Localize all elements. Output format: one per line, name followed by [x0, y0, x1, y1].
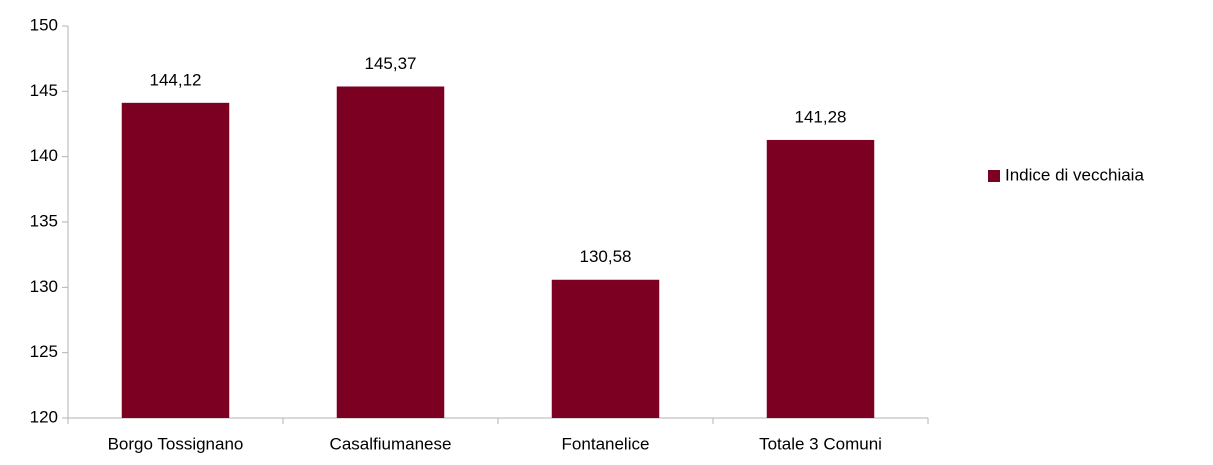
- value-label: 145,37: [365, 54, 417, 73]
- y-tick-label: 135: [30, 211, 58, 230]
- y-tick-label: 145: [30, 81, 58, 100]
- legend-swatch: [988, 170, 1000, 182]
- x-tick-label: Borgo Tossignano: [108, 434, 244, 453]
- value-label: 141,28: [795, 107, 847, 126]
- y-tick-label: 150: [30, 15, 58, 34]
- bar: [766, 139, 875, 418]
- bar: [336, 86, 445, 419]
- bar: [551, 279, 660, 418]
- x-tick-label: Fontanelice: [562, 434, 650, 453]
- y-tick-label: 140: [30, 146, 58, 165]
- y-tick-label: 120: [30, 407, 58, 426]
- y-tick-label: 125: [30, 342, 58, 361]
- x-tick-label: Totale 3 Comuni: [759, 434, 882, 453]
- legend-label: Indice di vecchiaia: [1005, 165, 1144, 184]
- value-label: 130,58: [580, 247, 632, 266]
- value-label: 144,12: [150, 70, 202, 89]
- x-tick-label: Casalfiumanese: [330, 434, 452, 453]
- bar: [121, 102, 230, 418]
- y-tick-label: 130: [30, 277, 58, 296]
